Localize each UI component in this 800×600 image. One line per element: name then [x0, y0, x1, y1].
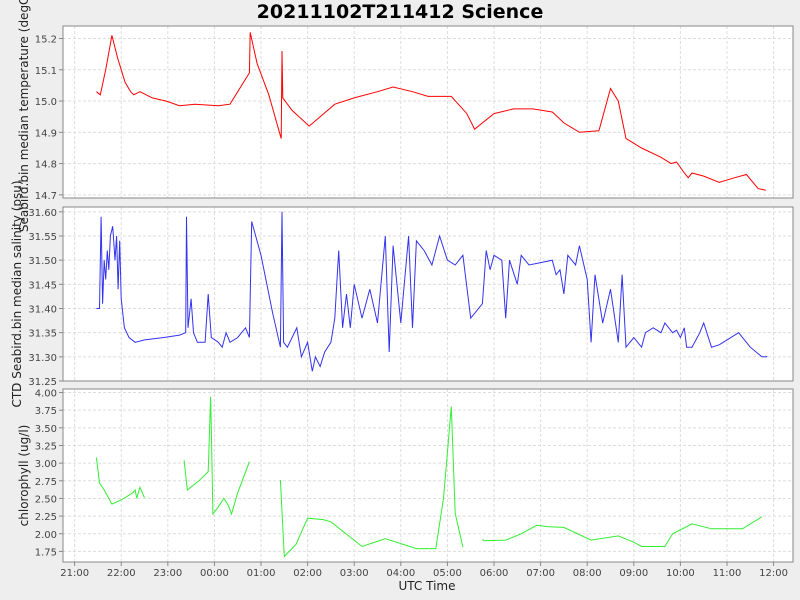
x-tick-label: 00:00 [200, 568, 229, 579]
series-line [482, 516, 763, 547]
y-tick-label: 2.00 [35, 530, 57, 541]
y-axis-label: Seabird.bin median temperature (degC) [17, 0, 31, 232]
y-tick-label: 3.75 [35, 406, 57, 417]
y-tick-label: 31.45 [28, 280, 57, 291]
x-tick-label: 02:00 [293, 568, 322, 579]
x-tick-label: 22:00 [107, 568, 136, 579]
y-tick-label: 3.00 [35, 459, 57, 470]
y-tick-label: 14.7 [35, 191, 57, 202]
y-tick-label: 15.1 [35, 66, 57, 77]
y-tick-label: 14.8 [35, 160, 57, 171]
y-tick-label: 4.00 [35, 389, 57, 400]
panel-3: 1.75 2.00 2.25 2.50 2.75 3.00 3.25 3.50 3.75 4.00… [17, 388, 794, 563]
y-tick-label: 31.60 [28, 208, 57, 219]
y-tick-label: 14.9 [35, 128, 57, 139]
y-tick-label: 31.50 [28, 256, 57, 267]
x-tick-label: 07:00 [526, 568, 555, 579]
plot-border [62, 206, 794, 382]
y-axis-label: chlorophyll (ug/l) [17, 425, 31, 527]
y-tick-label: 3.25 [35, 441, 57, 452]
y-tick-label: 3.50 [35, 424, 57, 435]
y-tick-label: 1.75 [35, 547, 57, 558]
y-tick-label: 2.25 [35, 512, 57, 523]
x-tick-label: 04:00 [386, 568, 415, 579]
y-tick-label: 31.35 [28, 329, 57, 340]
plot-border [62, 25, 794, 199]
plot-area [63, 26, 793, 198]
y-tick-label: 15.2 [35, 35, 57, 46]
plot-border [62, 388, 794, 563]
series-line [96, 32, 766, 191]
x-tick-label: 12:00 [759, 568, 788, 579]
x-tick-label: 23:00 [153, 568, 182, 579]
x-tick-label: 08:00 [573, 568, 602, 579]
y-tick-label: 2.75 [35, 477, 57, 488]
series-line [279, 406, 464, 558]
x-tick-label: 03:00 [340, 568, 369, 579]
series-line [95, 457, 145, 505]
x-tick-label: 01:00 [247, 568, 276, 579]
y-tick-label: 31.30 [28, 353, 57, 364]
plot-area [63, 389, 793, 562]
plot-area [63, 207, 793, 381]
series-line [183, 396, 250, 516]
x-tick-label: 21:00 [60, 568, 89, 579]
x-tick-label: 11:00 [713, 568, 742, 579]
x-tick-label: 06:00 [480, 568, 509, 579]
y-tick-label: 31.40 [28, 305, 57, 316]
y-tick-label: 15.0 [35, 97, 57, 108]
x-tick-label: 10:00 [666, 568, 695, 579]
x-axis-label: UTC Time [399, 579, 456, 593]
panel-1: 14.7 14.8 14.9 15.0 15.1 15.2 Seabird.bin medi… [17, 0, 794, 232]
x-tick-label: 05:00 [433, 568, 462, 579]
chart-title: 20211102T211412 Science [256, 1, 544, 23]
y-axis-label: CTD Seabird.bin median salinity (psu) [10, 180, 24, 407]
x-tick-label: 09:00 [619, 568, 648, 579]
y-tick-label: 31.25 [28, 377, 57, 388]
panel-2: 31.25 31.30 31.35 31.40 31.45 31.50 31.55 31.60… [10, 180, 794, 408]
series-line [96, 211, 768, 372]
y-tick-label: 2.50 [35, 494, 57, 505]
y-tick-label: 31.55 [28, 232, 57, 243]
